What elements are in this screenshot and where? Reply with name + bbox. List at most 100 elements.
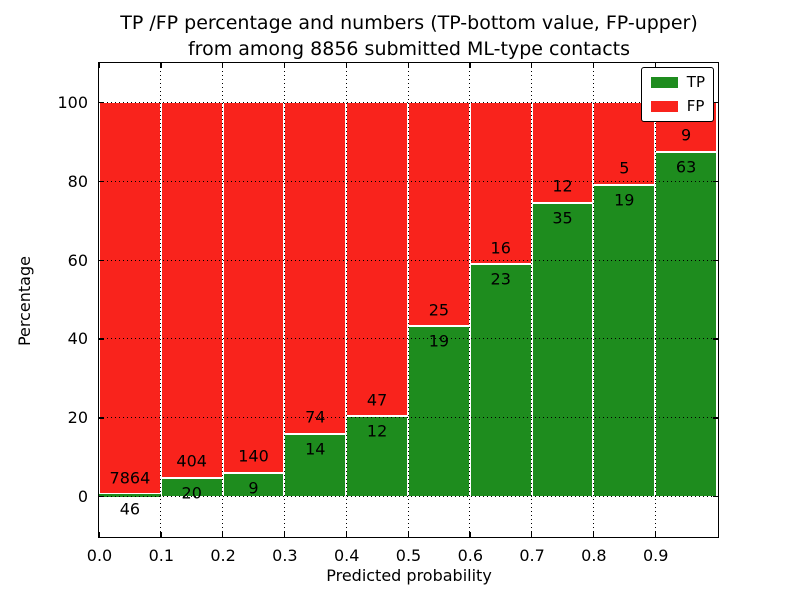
gridline-horizontal — [99, 496, 718, 498]
gridline-vertical — [654, 63, 656, 537]
x-tick-label: 0.5 — [395, 546, 422, 565]
y-tick-label: 0 — [77, 487, 88, 507]
y-tick-mark — [99, 101, 104, 104]
bar-label-tp: 14 — [305, 439, 326, 459]
gridline-horizontal — [99, 417, 718, 419]
bar-label-fp: 25 — [428, 300, 450, 320]
y-tick-label: 40 — [67, 329, 88, 349]
bar-segment-tp — [408, 326, 470, 497]
y-axis-label: Percentage — [15, 256, 34, 347]
x-tick-mark — [160, 63, 162, 68]
bar-label-fp: 7864 — [109, 468, 151, 488]
chart-title-line2: from among 8856 submitted ML-type contac… — [187, 38, 631, 60]
gridline-vertical — [407, 63, 409, 537]
x-tick-mark — [345, 63, 348, 68]
y-tick-mark — [99, 417, 104, 419]
bar-segment-tp — [469, 264, 532, 497]
bar-label-tp: 19 — [428, 331, 450, 351]
x-tick-mark — [283, 63, 286, 68]
gridline-vertical — [592, 63, 594, 537]
y-tick-mark — [713, 417, 718, 419]
x-tick-mark — [345, 532, 348, 537]
x-tick-label: 0.4 — [333, 546, 360, 565]
y-tick-mark — [713, 259, 718, 261]
x-tick-mark — [469, 532, 471, 537]
x-tick-mark — [592, 63, 595, 68]
x-tick-mark — [222, 63, 224, 68]
x-tick-mark — [160, 532, 162, 537]
gridline-vertical — [531, 63, 533, 537]
bar-label-tp: 23 — [490, 269, 511, 289]
x-tick-mark — [654, 63, 657, 68]
x-tick-mark — [469, 63, 471, 68]
bar-segment-tp — [346, 416, 408, 497]
y-tick-mark — [99, 496, 104, 498]
bar-label-fp: 9 — [681, 125, 692, 145]
x-tick-label: 0.7 — [519, 546, 545, 565]
x-axis-label: Predicted probability — [326, 566, 492, 585]
x-tick-label: 0.3 — [272, 546, 298, 565]
y-tick-mark — [713, 101, 718, 104]
x-tick-mark — [222, 532, 224, 537]
bar-label-tp: 9 — [248, 478, 259, 498]
bar-segment-fp — [469, 102, 532, 265]
y-tick-mark — [713, 496, 718, 498]
x-tick-mark — [283, 532, 286, 537]
gridline-horizontal — [99, 180, 718, 182]
legend-label-fp: FP — [686, 97, 705, 115]
bar-label-tp: 63 — [675, 157, 697, 177]
y-tick-mark — [713, 338, 718, 340]
x-tick-mark — [407, 63, 409, 68]
bar-segment-fp — [284, 102, 347, 434]
bar-label-fp: 16 — [490, 238, 511, 258]
chart-title-line1: TP /FP percentage and numbers (TP-bottom… — [120, 12, 698, 34]
bar-label-tp: 19 — [614, 190, 635, 209]
y-tick-mark — [99, 338, 104, 340]
x-tick-mark — [531, 63, 533, 68]
chart-title: TP /FP percentage and numbers (TP-bottom… — [98, 10, 720, 62]
x-tick-mark — [98, 532, 100, 537]
bar-label-tp: 20 — [181, 483, 202, 503]
bar-label-fp: 74 — [305, 407, 326, 427]
gridline-vertical — [345, 63, 347, 537]
bar-segment-fp — [346, 102, 408, 417]
y-tick-label: 80 — [67, 171, 88, 191]
bar-segment-fp — [99, 102, 161, 495]
gridline-horizontal — [99, 101, 718, 103]
plot-area: TP FP 7864 46 404 20 140 9 74 14 47 12 25 19 16 23 12 3… — [98, 62, 719, 538]
x-tick-label: 0.1 — [148, 546, 175, 565]
bar-segment-fp — [160, 102, 223, 478]
x-tick-mark — [654, 532, 657, 537]
gridline-horizontal — [99, 259, 718, 261]
x-tick-label: 0.8 — [581, 546, 607, 565]
bar-label-fp: 140 — [238, 446, 269, 466]
bar-label-fp: 5 — [619, 158, 630, 178]
y-tick-label: 60 — [67, 250, 88, 270]
bar-label-fp: 12 — [552, 176, 573, 196]
bar-segment-tp — [655, 151, 717, 497]
legend-entry-tp: TP — [650, 73, 705, 91]
bar-segment-tp — [99, 494, 161, 497]
y-tick-label: 20 — [67, 408, 88, 428]
bar-segment-tp — [593, 184, 656, 497]
gridline-vertical — [469, 63, 471, 537]
legend: TP FP — [640, 67, 714, 122]
y-tick-mark — [713, 180, 718, 183]
bar-segment-tp — [531, 203, 594, 497]
fp-color-swatch — [650, 101, 678, 112]
bar-label-tp: 35 — [552, 208, 573, 228]
bar-label-tp: 46 — [119, 499, 141, 519]
gridline-horizontal — [99, 338, 718, 340]
legend-label-tp: TP — [686, 73, 705, 91]
y-tick-label: 100 — [57, 92, 88, 112]
bar-segment-fp — [408, 102, 470, 327]
gridline-vertical — [160, 63, 162, 537]
x-tick-mark — [98, 63, 100, 68]
y-tick-mark — [99, 180, 104, 183]
x-tick-label: 0.9 — [642, 546, 669, 565]
x-tick-mark — [592, 532, 595, 537]
bar-label-fp: 47 — [366, 390, 388, 410]
gridline-vertical — [283, 63, 285, 537]
x-tick-mark — [407, 532, 409, 537]
